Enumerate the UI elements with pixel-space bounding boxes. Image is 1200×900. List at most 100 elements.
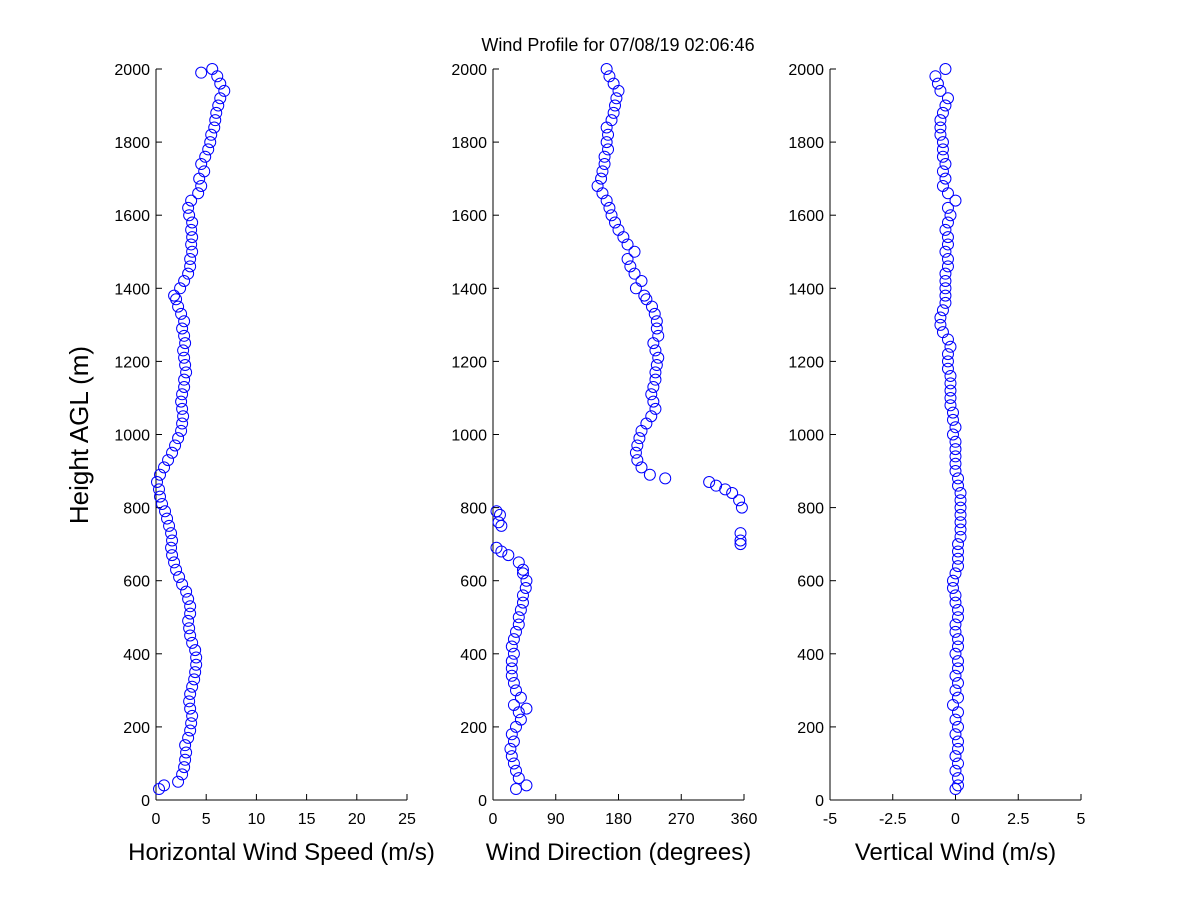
- panel-1-data-point: [189, 644, 202, 657]
- panel-3-data-point: [941, 362, 954, 375]
- panel-3-data-point: [949, 618, 962, 631]
- panel-3-data-point: [946, 428, 959, 441]
- panel-2-data-point: [505, 662, 518, 675]
- panel-2-data-point: [516, 589, 529, 602]
- panel-3-y-tick-label: 1000: [788, 428, 824, 445]
- panel-1-data-point: [195, 158, 208, 171]
- panel-1-data-point: [184, 600, 197, 613]
- panel-3-data-point: [952, 662, 965, 675]
- panel-2-data-point: [649, 373, 662, 386]
- panel-1-data-point: [156, 497, 169, 510]
- panel-2-data-point: [609, 99, 622, 112]
- panel-3-data-point: [941, 201, 954, 214]
- panel-1-data-point: [190, 658, 203, 671]
- panel-1-data-point: [178, 380, 191, 393]
- panel-3-y-tick-label: 400: [797, 647, 824, 664]
- panel-2-data-point: [735, 501, 748, 514]
- panel-3-x-tick-label: -2.5: [879, 811, 907, 828]
- panel-2-data-point: [733, 494, 746, 507]
- panel-3-data-point: [952, 742, 965, 755]
- panel-1-data-point: [175, 395, 188, 408]
- panel-1: 0 200 400 600 800 1000 1200 1400 1600 1800 2000 0 5 1…: [114, 62, 434, 866]
- panel-3-x-tick-label: -5: [823, 811, 837, 828]
- panel-3-data-point: [939, 99, 952, 112]
- panel-1-x-tick-label: 25: [398, 811, 416, 828]
- panel-2-data-point: [647, 395, 660, 408]
- panel-3-data-point: [952, 479, 965, 492]
- panel-2-data-point: [490, 505, 503, 518]
- panel-1-data-point: [175, 307, 188, 320]
- panel-1-y-tick-label: 1400: [114, 281, 150, 298]
- panel-1-data-point: [182, 614, 195, 627]
- panel-1-data-point: [186, 709, 199, 722]
- panel-3-data-point: [952, 757, 965, 770]
- panel-1-data-point: [184, 724, 197, 737]
- panel-1-data-point: [184, 260, 197, 273]
- panel-3-data-point: [952, 720, 965, 733]
- panel-3-data-point: [936, 150, 949, 163]
- panel-2-data-point: [516, 567, 529, 580]
- panel-2-y-tick-label: 1200: [451, 354, 487, 371]
- panel-3-data-point: [929, 70, 942, 83]
- panel-1-y-tick-label: 1200: [114, 354, 150, 371]
- panel-3-data-point: [949, 750, 962, 763]
- panel-1-data-point: [176, 388, 189, 401]
- panel-2-data-point: [652, 351, 665, 364]
- panel-3-data-point: [941, 260, 954, 273]
- panel-1-data-point: [178, 315, 191, 328]
- panel-3-data-point: [949, 435, 962, 448]
- panel-1-data-point: [172, 300, 185, 313]
- panel-3-data-point: [952, 552, 965, 565]
- panel-3-data-point: [934, 311, 947, 324]
- panel-1-data-point: [165, 527, 178, 540]
- panel-2-data-point: [510, 783, 523, 796]
- panel-1-data-point: [186, 636, 199, 649]
- panel-1-y-tick-label: 1600: [114, 208, 150, 225]
- panel-3-data-point: [949, 567, 962, 580]
- panel-1-data-point: [199, 150, 212, 163]
- panel-3-data-point: [952, 633, 965, 646]
- panel-3-data-point: [944, 340, 957, 353]
- panel-3-data-point: [954, 501, 967, 514]
- panel-1-data-point: [184, 253, 197, 266]
- panel-3-data-point: [954, 494, 967, 507]
- panel-2-data-point: [734, 527, 747, 540]
- panel-1-data-point: [166, 534, 179, 547]
- panel-1-data-point: [183, 622, 196, 635]
- panel-3-data-point: [936, 143, 949, 156]
- panel-3-data-point: [952, 779, 965, 792]
- panel-2-data-point: [631, 439, 644, 452]
- panel-1-data-point: [186, 231, 199, 244]
- panel-1-data-point: [180, 746, 193, 759]
- panel-2-data-point: [624, 260, 637, 273]
- panel-1-y-tick-label: 800: [123, 501, 150, 518]
- panel-3-data-point: [939, 296, 952, 309]
- panel-3-data-point: [944, 384, 957, 397]
- panel-1-data-point: [206, 63, 219, 75]
- panel-1-data-point: [195, 66, 208, 79]
- panel-2-data-point: [514, 713, 527, 726]
- panel-1-data-point: [178, 351, 191, 364]
- panel-2-data-point: [510, 625, 523, 638]
- panel-3-data-point: [952, 545, 965, 558]
- panel-3-data-point: [952, 472, 965, 485]
- panel-1-data-point: [186, 680, 199, 693]
- panel-2-data-point: [602, 143, 615, 156]
- panel-2-data-point: [505, 640, 518, 653]
- panel-3-data-point: [931, 77, 944, 90]
- panel-2-data-point: [600, 63, 613, 75]
- panel-1-data-point: [176, 768, 189, 781]
- panel-2-data-point: [598, 150, 611, 163]
- panel-1-y-tick-label: 0: [141, 793, 150, 810]
- panel-1-data-point: [182, 201, 195, 214]
- panel-3-data-point: [952, 560, 965, 573]
- panel-1-data-point: [198, 165, 211, 178]
- panel-2-x-axis-label: Wind Direction (degrees): [486, 839, 751, 866]
- panel-3-data-point: [936, 106, 949, 119]
- panel-1-data-point: [158, 779, 171, 792]
- panel-2-data-point: [643, 468, 656, 481]
- panel-2-data-point: [516, 596, 529, 609]
- panel-3-data-point: [946, 574, 959, 587]
- panel-1-y-tick-label: 1800: [114, 135, 150, 152]
- panel-2-data-point: [502, 549, 515, 562]
